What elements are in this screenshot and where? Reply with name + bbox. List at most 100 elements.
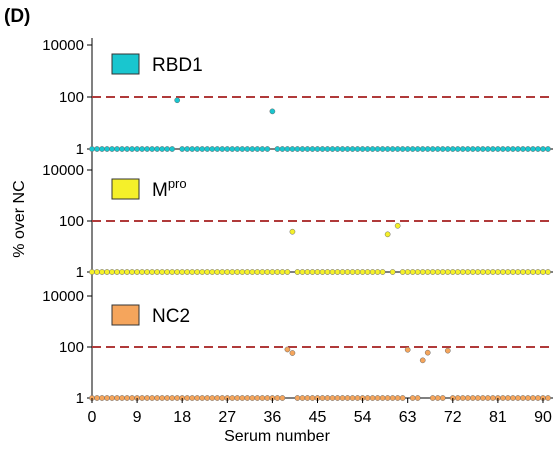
panel-2-point [374,269,381,275]
panel-2-point [114,269,120,275]
panel-3-outlier-point [419,357,426,364]
panel-3-point [474,395,481,401]
panel-1-point [359,146,366,152]
panel-2-legend-text: M [152,180,168,201]
panel-1-point [224,146,231,152]
panel-3-point [505,395,511,401]
panel-1-point [515,146,521,152]
panel-1-point [259,146,266,152]
panel-1-point [414,146,421,152]
panel-3-point [169,395,176,401]
panel-3-outlier-point [284,346,291,353]
panel-2-outlier-point [289,228,296,235]
panel-2-point [515,269,521,275]
panel-2-point [479,269,486,275]
panel-1-point [379,146,386,152]
panel-3-legend-text: NC2 [152,306,190,327]
panel-2-point [334,269,341,275]
panel-1-point [234,146,241,152]
panel-3-point [214,395,221,401]
x-tick-label: 72 [444,409,462,426]
panel-2-point [94,269,100,275]
panel-1-point [184,146,191,152]
panel-1-point [114,146,120,152]
panel-2-point [424,269,431,275]
panel-3-point [204,395,211,401]
x-tick-label: 27 [218,409,236,426]
panel-2-point [485,269,491,275]
panel-1-point [229,146,236,152]
panel-1-point [530,146,536,152]
panel-3-point [164,395,171,401]
panel-1-point [244,146,251,152]
panel-1-point [149,146,155,152]
panel-1-point [279,146,286,152]
panel-2-point [399,269,406,275]
panel-3-point [294,395,301,401]
panel-3-point [149,395,155,401]
panel-1-point [299,146,306,152]
panel-2-point [339,269,346,275]
panel-1-point [304,146,311,152]
x-tick-label: 54 [354,409,372,426]
panel-1-point [540,146,546,152]
panel-2-point [139,269,145,275]
panel-1-point [369,146,376,152]
panel-2-point [294,269,301,275]
panel-1-point [339,146,346,152]
panel-1-point [214,146,221,152]
panel-3-point [349,395,356,401]
panel-3-point [219,395,226,401]
panel-2-point [254,269,261,275]
panel-1-point [419,146,426,152]
panel-3-point [199,395,206,401]
panel-1-outlier-point [269,108,276,115]
panel-2-point [464,269,471,275]
panel-2-point [204,269,211,275]
panel-3-point [109,395,115,401]
panel-2-point [530,269,536,275]
panel-2-point [314,269,321,275]
panel-3-point [319,395,326,401]
panel-3-point [369,395,376,401]
panel-3-point [244,395,251,401]
panel-1-point [324,146,331,152]
panel-1-point [429,146,436,152]
panel-1-point [194,146,201,152]
panel-3-point [469,395,476,401]
panel-3-point [354,395,361,401]
panel-1-point [249,146,256,152]
panel-1-point [89,146,95,152]
panel-1-point [134,146,140,152]
panel-1-point [464,146,471,152]
panel-3-point [274,395,281,401]
panel-2-point [324,269,331,275]
panel-1-legend-swatch [111,53,140,75]
panel-3-point [530,395,536,401]
panel-1-point [479,146,486,152]
panel-2-point [525,269,531,275]
panel-3-point [259,395,266,401]
panel-2-point [439,269,446,275]
panel-2-point [535,269,541,275]
panel-2-legend-label: Mpro [152,176,187,201]
panel-2-point [505,269,511,275]
panel-3-point [464,395,471,401]
panel-3-ytick-label: 10000 [42,288,84,305]
panel-2-point [304,269,311,275]
panel-1-point [264,146,271,152]
panel-3-point [545,395,551,401]
panel-3-point [399,395,406,401]
panel-3-point [409,395,416,401]
panel-2-point [454,269,461,275]
panel-3-point [104,395,110,401]
panel-1-point [535,146,541,152]
panel-1-point [164,146,171,152]
panel-3-point [304,395,311,401]
panel-2-point [159,269,166,275]
panel-3-point [254,395,261,401]
panel-1-point [129,146,135,152]
panel-label: (D) [4,6,31,27]
panel-2-point [364,269,371,275]
panel-3-ytick-label: 1 [76,390,84,407]
